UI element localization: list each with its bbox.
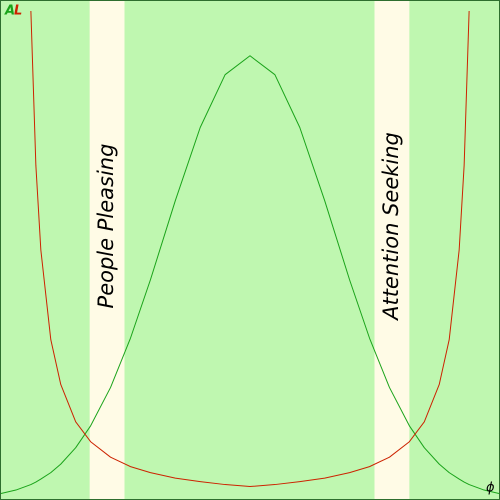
x-axis-label: ϕ xyxy=(486,481,495,496)
series-line xyxy=(0,55,500,495)
band-label: Attention Seeking xyxy=(379,132,403,322)
legend-l: L xyxy=(14,4,22,19)
legend-a: A xyxy=(4,4,15,19)
band-label: People Pleasing xyxy=(94,144,118,309)
band xyxy=(374,1,410,499)
series-line xyxy=(30,10,470,488)
